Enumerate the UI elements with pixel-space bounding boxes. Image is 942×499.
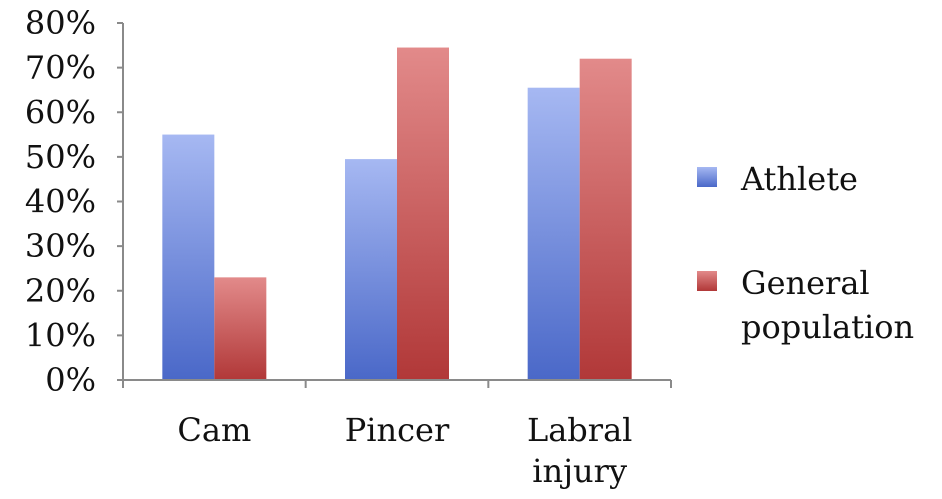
y-tick-label: 60% xyxy=(25,93,96,131)
legend-swatch-athlete xyxy=(697,167,717,187)
bars xyxy=(162,47,632,381)
x-category-label: Pincer xyxy=(345,411,450,449)
y-tick-label: 0% xyxy=(45,361,96,399)
bar-general-population xyxy=(579,58,632,380)
bar-general-population xyxy=(397,47,449,380)
y-tick-label: 30% xyxy=(25,227,96,265)
legend-label: General population xyxy=(741,264,914,346)
x-category-label: Labral injury xyxy=(527,411,632,490)
y-tick-label: 70% xyxy=(25,49,96,87)
y-axis-ticks: 0% 10% 20% 30% 40% 50% 60% 70% 80% xyxy=(25,4,123,399)
x-axis-ticks xyxy=(122,380,672,388)
legend-swatch-general-population xyxy=(697,271,717,291)
y-tick-label: 20% xyxy=(25,272,96,310)
x-category-label: Cam xyxy=(177,411,251,449)
y-tick-label: 40% xyxy=(25,183,96,221)
y-tick-label: 10% xyxy=(25,316,96,354)
y-tick-label: 50% xyxy=(25,138,96,176)
bar-athlete xyxy=(527,87,580,381)
y-tick-label: 80% xyxy=(25,4,96,42)
legend-label: Athlete xyxy=(740,160,858,198)
bar-general-population xyxy=(214,277,267,380)
bar-athlete xyxy=(345,159,397,380)
legend: Athlete General population xyxy=(697,160,914,346)
bar-athlete xyxy=(162,134,215,380)
x-axis-labels: Cam Pincer Labral injury xyxy=(177,411,632,490)
